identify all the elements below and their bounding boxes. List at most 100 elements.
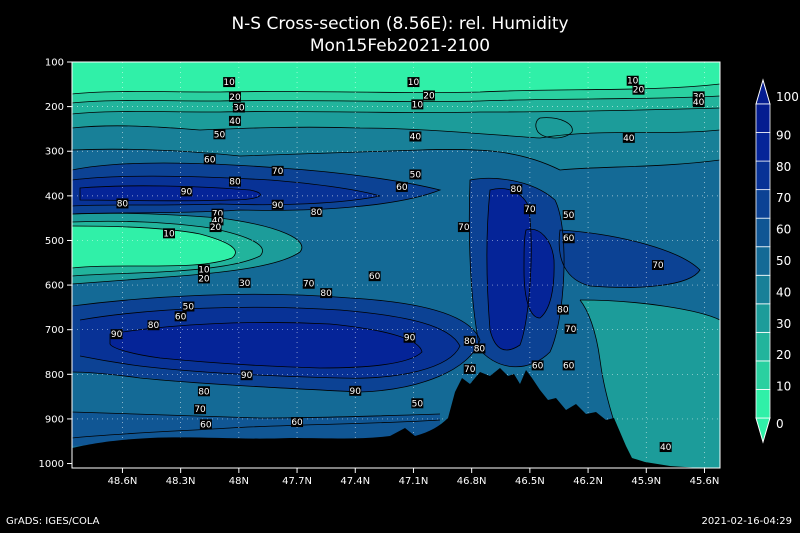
x-tick-label: 47.1N [399, 476, 429, 487]
svg-text:70: 70 [652, 261, 664, 271]
fill-90-100-upper [80, 185, 261, 201]
colorbar: 0 10 20 30 40 50 60 70 80 90 100 [755, 78, 799, 444]
svg-text:80: 80 [148, 321, 160, 331]
y-tick-label: 200 [45, 102, 64, 113]
contour-label: 40 [692, 97, 705, 108]
colorbar-swatch [755, 331, 771, 362]
svg-text:40: 40 [660, 443, 672, 453]
colorbar-swatch [755, 303, 771, 333]
colorbar-swatch [755, 160, 771, 191]
svg-text:20: 20 [633, 86, 645, 96]
svg-text:50: 50 [214, 130, 226, 140]
colorbar-label: 10 [776, 380, 791, 394]
svg-text:50: 50 [563, 211, 575, 221]
y-tick-label: 700 [45, 325, 64, 336]
colorbar-label: 80 [776, 160, 791, 174]
svg-text:90: 90 [350, 387, 362, 397]
contour-label: 80 [320, 288, 333, 299]
contour-line-10b [72, 225, 236, 269]
svg-text:70: 70 [212, 210, 224, 220]
contour-line-alps-70 [468, 177, 565, 368]
svg-text:60: 60 [175, 312, 187, 322]
contour-label: 40 [228, 115, 241, 127]
y-tick-label: 100 [45, 58, 64, 69]
y-tick-label: 400 [45, 191, 64, 202]
svg-text:60: 60 [291, 418, 303, 428]
contour-label: 50 [409, 169, 422, 180]
colorbar-swatch [755, 360, 771, 390]
svg-text:90: 90 [241, 371, 253, 381]
terrain-mask [72, 368, 720, 468]
contour-line-30 [72, 107, 720, 115]
svg-text:40: 40 [229, 117, 241, 127]
colorbar-top-arrow [755, 78, 771, 105]
contour-line-10 [72, 83, 720, 95]
x-tick-label: 46.5N [515, 476, 545, 487]
svg-text:10: 10 [163, 229, 175, 239]
colorbar-swatch [755, 246, 771, 276]
contour-label: 40 [409, 131, 422, 143]
x-tick-label: 47.7N [282, 476, 312, 487]
contour-label: 70 [463, 363, 476, 375]
svg-text:70: 70 [303, 280, 315, 290]
svg-text:50: 50 [410, 170, 422, 180]
svg-text:60: 60 [200, 420, 212, 430]
svg-text:10: 10 [198, 265, 210, 275]
svg-text:90: 90 [181, 187, 193, 197]
x-tick-label: 45.9N [631, 476, 661, 487]
contour-label: 80 [463, 335, 476, 347]
contour-label: 90 [403, 332, 416, 344]
svg-text:10: 10 [412, 100, 424, 110]
contour-label: 80 [556, 304, 569, 316]
svg-text:80: 80 [229, 178, 241, 188]
x-tick-label: 48N [229, 476, 249, 487]
contour-label: 40 [211, 215, 224, 226]
svg-text:40: 40 [212, 216, 224, 226]
fill-right-lower-dry [580, 300, 720, 468]
contour-label: 80 [116, 198, 129, 209]
contour-label: 80 [228, 176, 241, 188]
svg-text:90: 90 [404, 334, 416, 344]
fill-90-100-lower [110, 322, 422, 368]
contour-line-70c [72, 293, 481, 393]
chart-title: N-S Cross-section (8.56E): rel. Humidity [231, 14, 569, 34]
fill-upper-pocket [535, 117, 573, 138]
y-tick-label: 800 [45, 370, 64, 381]
contour-line-70a [72, 162, 442, 215]
svg-text:70: 70 [272, 167, 284, 177]
contour-label: 10 [626, 75, 639, 87]
contour-line-90c [109, 322, 423, 369]
colorbar-swatch [755, 189, 771, 219]
contour-line-alps-80 [486, 188, 532, 351]
svg-text:70: 70 [458, 223, 470, 233]
svg-text:20: 20 [198, 274, 210, 284]
svg-text:80: 80 [311, 208, 323, 218]
colorbar-swatch [755, 103, 771, 133]
contour-line-right-60 [579, 299, 720, 321]
contour-line-40b [72, 212, 303, 285]
contour-label: 10 [197, 264, 210, 275]
contour-label: 50 [182, 301, 195, 312]
svg-text:80: 80 [117, 199, 129, 209]
contour-label: 40 [622, 132, 635, 144]
svg-text:60: 60 [204, 155, 216, 165]
svg-text:80: 80 [198, 387, 210, 397]
contour-label: 70 [302, 278, 315, 290]
svg-text:60: 60 [563, 234, 575, 244]
fill-50-60-low [72, 412, 440, 446]
contour-label: 60 [531, 360, 544, 371]
contour-label: 90 [349, 385, 362, 397]
svg-text:30: 30 [239, 279, 251, 289]
contour-line-right-70 [558, 229, 701, 288]
y-tick-label: 300 [45, 147, 64, 158]
svg-text:90: 90 [272, 201, 284, 211]
contour-label: 60 [203, 154, 216, 165]
y-tick-label: 600 [45, 281, 64, 292]
contour-label: 80 [310, 206, 323, 218]
x-tick-label: 47.4N [340, 476, 370, 487]
contour-line-50 [72, 148, 720, 171]
contour-line-50-low [72, 419, 441, 439]
colorbar-swatch [755, 217, 771, 248]
contour-label: 80 [473, 343, 486, 354]
